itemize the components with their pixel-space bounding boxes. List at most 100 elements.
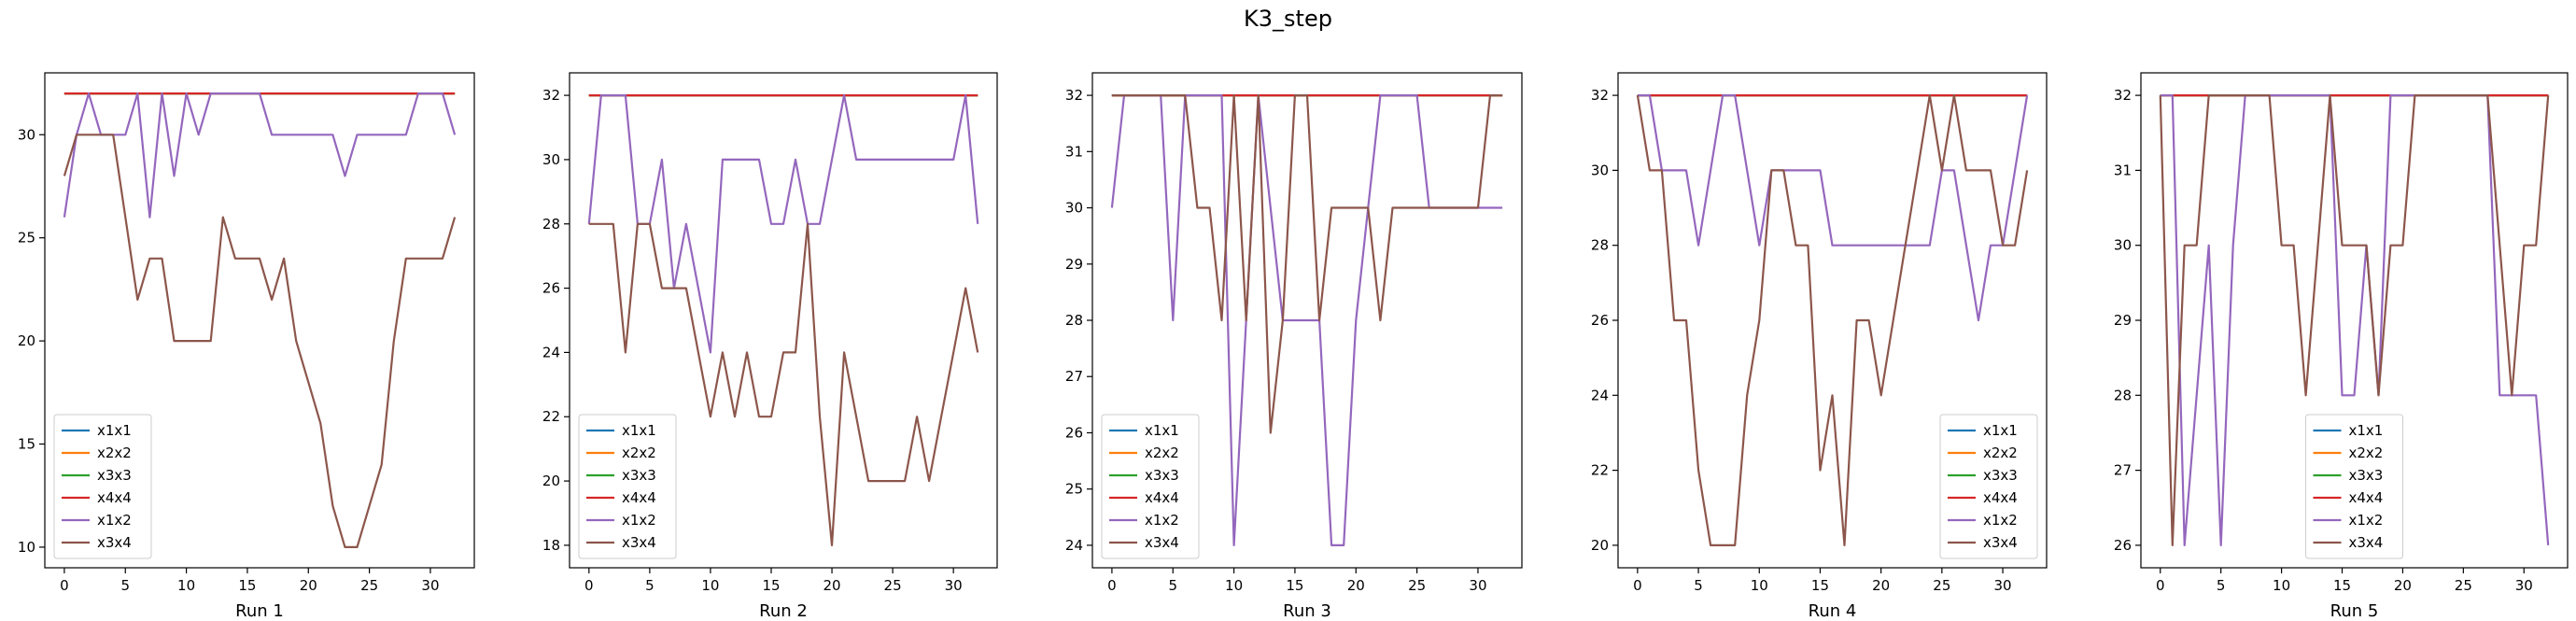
x-tick-label: 15 (2333, 577, 2351, 594)
y-tick-label: 29 (2114, 312, 2132, 329)
x-tick-label: 5 (1694, 577, 1703, 594)
legend-label: x4x4 (2349, 489, 2384, 506)
x-tick-label: 5 (645, 577, 655, 594)
y-tick-label: 15 (18, 436, 35, 453)
x-tick-label: 30 (421, 577, 439, 594)
legend-label: x1x1 (1145, 422, 1179, 439)
legend-label: x4x4 (97, 489, 132, 506)
legend-label: x2x2 (97, 445, 132, 461)
y-tick-label: 26 (1065, 424, 1083, 441)
y-tick-label: 32 (542, 87, 560, 104)
x-axis-label: Run 5 (2330, 601, 2379, 621)
x-tick-label: 15 (238, 577, 256, 594)
y-tick-label: 24 (1591, 387, 1609, 403)
legend-label: x1x1 (2349, 422, 2384, 439)
y-tick-label: 20 (18, 332, 35, 349)
y-tick-label: 32 (1591, 87, 1609, 104)
x-axis-label: Run 2 (759, 601, 808, 621)
subplot-2: 0 5 10 15 20 25 30 18 20 22 24 26 28 30 32 Run 2 x1x1 x2x… (542, 72, 998, 621)
series-line-x3x4 (63, 134, 457, 549)
x-tick-label: 5 (1168, 577, 1177, 594)
y-tick-label: 25 (18, 230, 35, 247)
series-line-x1x2 (63, 92, 457, 219)
x-tick-label: 0 (1633, 577, 1642, 594)
y-tick-label: 28 (1065, 312, 1083, 329)
legend-label: x4x4 (622, 489, 656, 506)
y-tick-label: 27 (1065, 368, 1083, 385)
x-tick-label: 25 (360, 577, 378, 594)
y-tick-label: 24 (1065, 537, 1083, 554)
x-tick-label: 20 (1347, 577, 1365, 594)
x-tick-label: 20 (823, 577, 840, 594)
y-tick-label: 28 (2114, 387, 2132, 403)
x-tick-label: 10 (1225, 577, 1243, 594)
y-tick-label: 26 (1591, 312, 1609, 329)
series-line-x3x4 (588, 222, 979, 547)
legend-label: x2x2 (2349, 445, 2384, 461)
legend: x1x1 x2x2 x3x3 x4x4 x1x2 x3x4 (53, 414, 152, 559)
x-tick-label: 10 (1751, 577, 1768, 594)
legend-label: x3x3 (1145, 467, 1179, 484)
x-tick-label: 5 (2217, 577, 2226, 594)
x-axis-label: Run 4 (1809, 601, 1857, 621)
legend-label: x3x3 (1983, 467, 2018, 484)
y-tick-label: 31 (1065, 143, 1083, 160)
y-tick-label: 26 (2114, 537, 2132, 554)
x-tick-label: 30 (945, 577, 963, 594)
legend-label: x3x3 (97, 467, 132, 484)
legend-label: x1x1 (622, 422, 656, 439)
legend-label: x3x3 (622, 467, 656, 484)
legend-label: x3x4 (1983, 534, 2018, 551)
x-tick-label: 0 (2156, 577, 2165, 594)
y-tick-label: 32 (1065, 87, 1083, 104)
x-tick-label: 0 (60, 577, 69, 594)
series-line-x3x4 (1111, 93, 1503, 434)
plot-frame (569, 72, 998, 569)
legend-box (53, 414, 152, 559)
y-tick-label: 22 (542, 408, 560, 425)
legend-label: x3x4 (622, 534, 656, 551)
x-tick-label: 10 (2273, 577, 2290, 594)
x-tick-label: 20 (300, 577, 317, 594)
x-axis-label: Run 1 (235, 601, 284, 621)
legend: x1x1 x2x2 x3x3 x4x4 x1x2 x3x4 (1939, 414, 2038, 559)
x-axis-label: Run 3 (1283, 601, 1331, 621)
x-tick-label: 30 (1469, 577, 1486, 594)
x-tick-label: 0 (584, 577, 594, 594)
y-tick-label: 30 (1591, 162, 1609, 178)
legend-label: x4x4 (1983, 489, 2018, 506)
y-tick-label: 30 (1065, 200, 1083, 217)
y-tick-label: 18 (542, 537, 560, 554)
legend-label: x1x1 (97, 422, 132, 439)
x-tick-label: 25 (884, 577, 902, 594)
legend-label: x2x2 (622, 445, 656, 461)
legend-label: x1x2 (1983, 512, 2018, 529)
y-tick-label: 28 (1591, 237, 1609, 254)
legend-label: x2x2 (1145, 445, 1179, 461)
legend-label: x3x3 (2349, 467, 2384, 484)
legend-box (1101, 414, 1200, 559)
legend-box (1939, 414, 2038, 559)
y-tick-label: 27 (2114, 462, 2132, 479)
series-line-x3x4 (1636, 93, 2029, 547)
legend: x1x1 x2x2 x3x3 x4x4 x1x2 x3x4 (1101, 414, 1200, 559)
x-tick-label: 30 (2515, 577, 2533, 594)
x-tick-label: 20 (1872, 577, 1890, 594)
x-tick-label: 25 (1408, 577, 1426, 594)
y-tick-label: 25 (1065, 481, 1083, 498)
legend-label: x1x2 (622, 512, 656, 529)
series-line-x1x2 (587, 93, 979, 354)
series-line-x1x2 (1637, 93, 2029, 322)
legend-label: x4x4 (1145, 489, 1179, 506)
x-tick-label: 15 (1286, 577, 1303, 594)
series-line-x3x4 (2159, 93, 2550, 547)
legend-label: x3x4 (2349, 534, 2384, 551)
legend-label: x1x1 (1983, 422, 2018, 439)
x-tick-label: 15 (1811, 577, 1829, 594)
x-tick-label: 25 (2455, 577, 2472, 594)
